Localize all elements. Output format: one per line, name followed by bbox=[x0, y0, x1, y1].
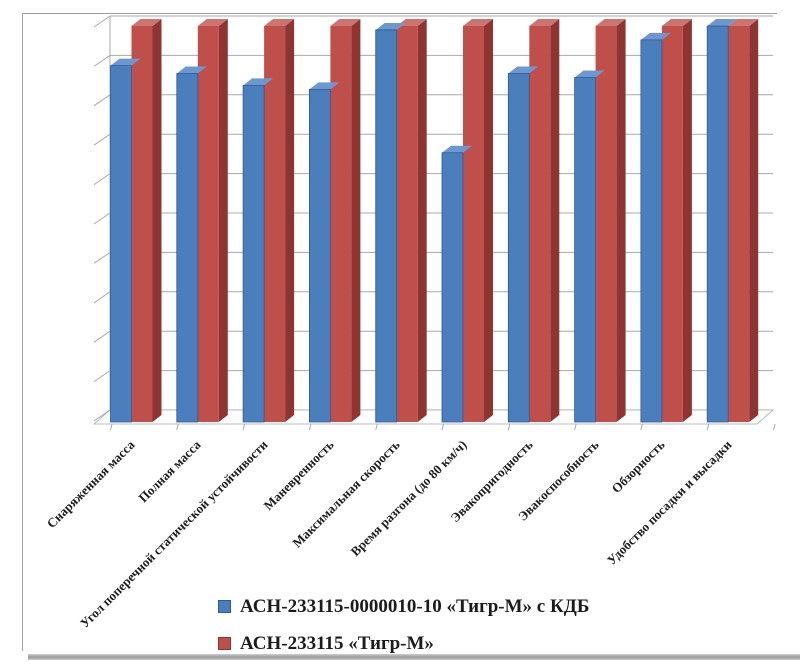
legend-item: АСН-233115 «Тигр-М» bbox=[218, 625, 589, 662]
legend-item: АСН-233115-0000010-10 «Тигр-М» с КДБ bbox=[218, 588, 589, 625]
legend-swatch-red-icon bbox=[218, 637, 231, 650]
legend-swatch-blue-icon bbox=[218, 600, 231, 613]
figure-border-left bbox=[22, 13, 23, 651]
chart-legend: АСН-233115-0000010-10 «Тигр-М» с КДБ АСН… bbox=[218, 588, 589, 662]
legend-label: АСН-233115-0000010-10 «Тигр-М» с КДБ bbox=[240, 595, 590, 617]
legend-label: АСН-233115 «Тигр-М» bbox=[240, 632, 434, 654]
figure-border-top bbox=[22, 13, 777, 14]
page-edge-divider bbox=[28, 654, 800, 660]
